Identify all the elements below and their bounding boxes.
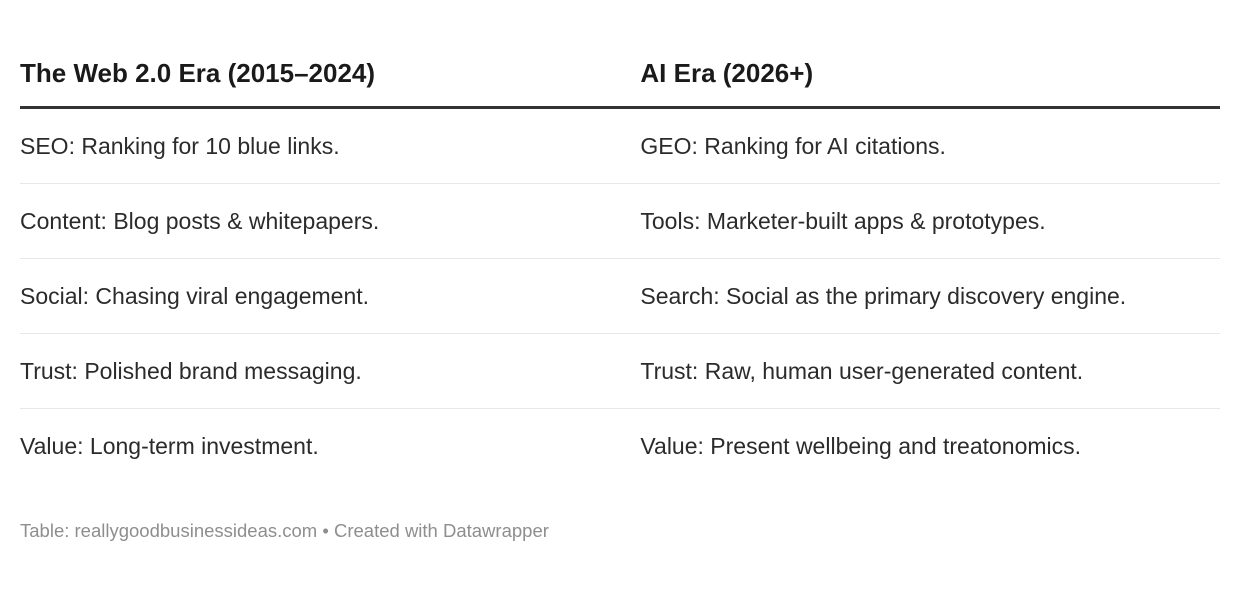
comparison-table: The Web 2.0 Era (2015–2024) AI Era (2026…: [20, 56, 1220, 483]
table-cell-ai: Value: Present wellbeing and treatonomic…: [640, 408, 1220, 483]
column-header-ai-era: AI Era (2026+): [640, 56, 1220, 109]
header-row: The Web 2.0 Era (2015–2024) AI Era (2026…: [20, 56, 1220, 109]
table-cell-ai: GEO: Ranking for AI citations.: [640, 108, 1220, 184]
table-cell-web2: SEO: Ranking for 10 blue links.: [20, 108, 640, 184]
cell-text: Trust: Raw, human user-generated content…: [640, 358, 1084, 384]
table-cell-web2: Social: Chasing viral engagement.: [20, 258, 641, 334]
table-row: Value: Long-term investment. Value: Pres…: [20, 408, 1220, 483]
table-row: Content: Blog posts & whitepapers. Tools…: [20, 183, 1220, 259]
table-cell-web2: Content: Blog posts & whitepapers.: [20, 183, 641, 259]
cell-text: Social: Chasing viral engagement.: [20, 283, 370, 309]
cell-text: Value: Long-term investment.: [20, 433, 319, 459]
cell-text: GEO: Ranking for AI citations.: [640, 133, 946, 159]
source-link[interactable]: reallygoodbusinessideas.com: [74, 520, 318, 541]
table-row: Social: Chasing viral engagement. Search…: [20, 258, 1220, 334]
cell-text: Content: Blog posts & whitepapers.: [20, 208, 380, 234]
separator-dot: •: [322, 520, 329, 541]
datawrapper-table-widget: The Web 2.0 Era (2015–2024) AI Era (2026…: [20, 56, 1220, 543]
cell-text: SEO: Ranking for 10 blue links.: [20, 133, 340, 159]
table-cell-web2: Value: Long-term investment.: [20, 408, 641, 483]
table-row: SEO: Ranking for 10 blue links. GEO: Ran…: [20, 108, 1220, 184]
table-cell-web2: Trust: Polished brand messaging.: [20, 333, 641, 409]
cell-text: Tools: Marketer-built apps & prototypes.: [640, 208, 1046, 234]
table-cell-ai: Search: Social as the primary discovery …: [640, 258, 1220, 334]
table-cell-ai: Trust: Raw, human user-generated content…: [640, 333, 1220, 409]
table-cell-ai: Tools: Marketer-built apps & prototypes.: [640, 183, 1220, 259]
column-header-web2-era: The Web 2.0 Era (2015–2024): [20, 56, 641, 109]
datawrapper-credit-link[interactable]: Created with Datawrapper: [333, 520, 549, 541]
cell-text: Search: Social as the primary discovery …: [640, 283, 1127, 309]
cell-text: Value: Present wellbeing and treatonomic…: [640, 433, 1082, 459]
table-row: Trust: Polished brand messaging. Trust: …: [20, 333, 1220, 409]
cell-text: Trust: Polished brand messaging.: [20, 358, 362, 384]
table-footer: Table: reallygoodbusinessideas.com • Cre…: [20, 519, 1220, 543]
footer-label: Table:: [20, 520, 70, 541]
